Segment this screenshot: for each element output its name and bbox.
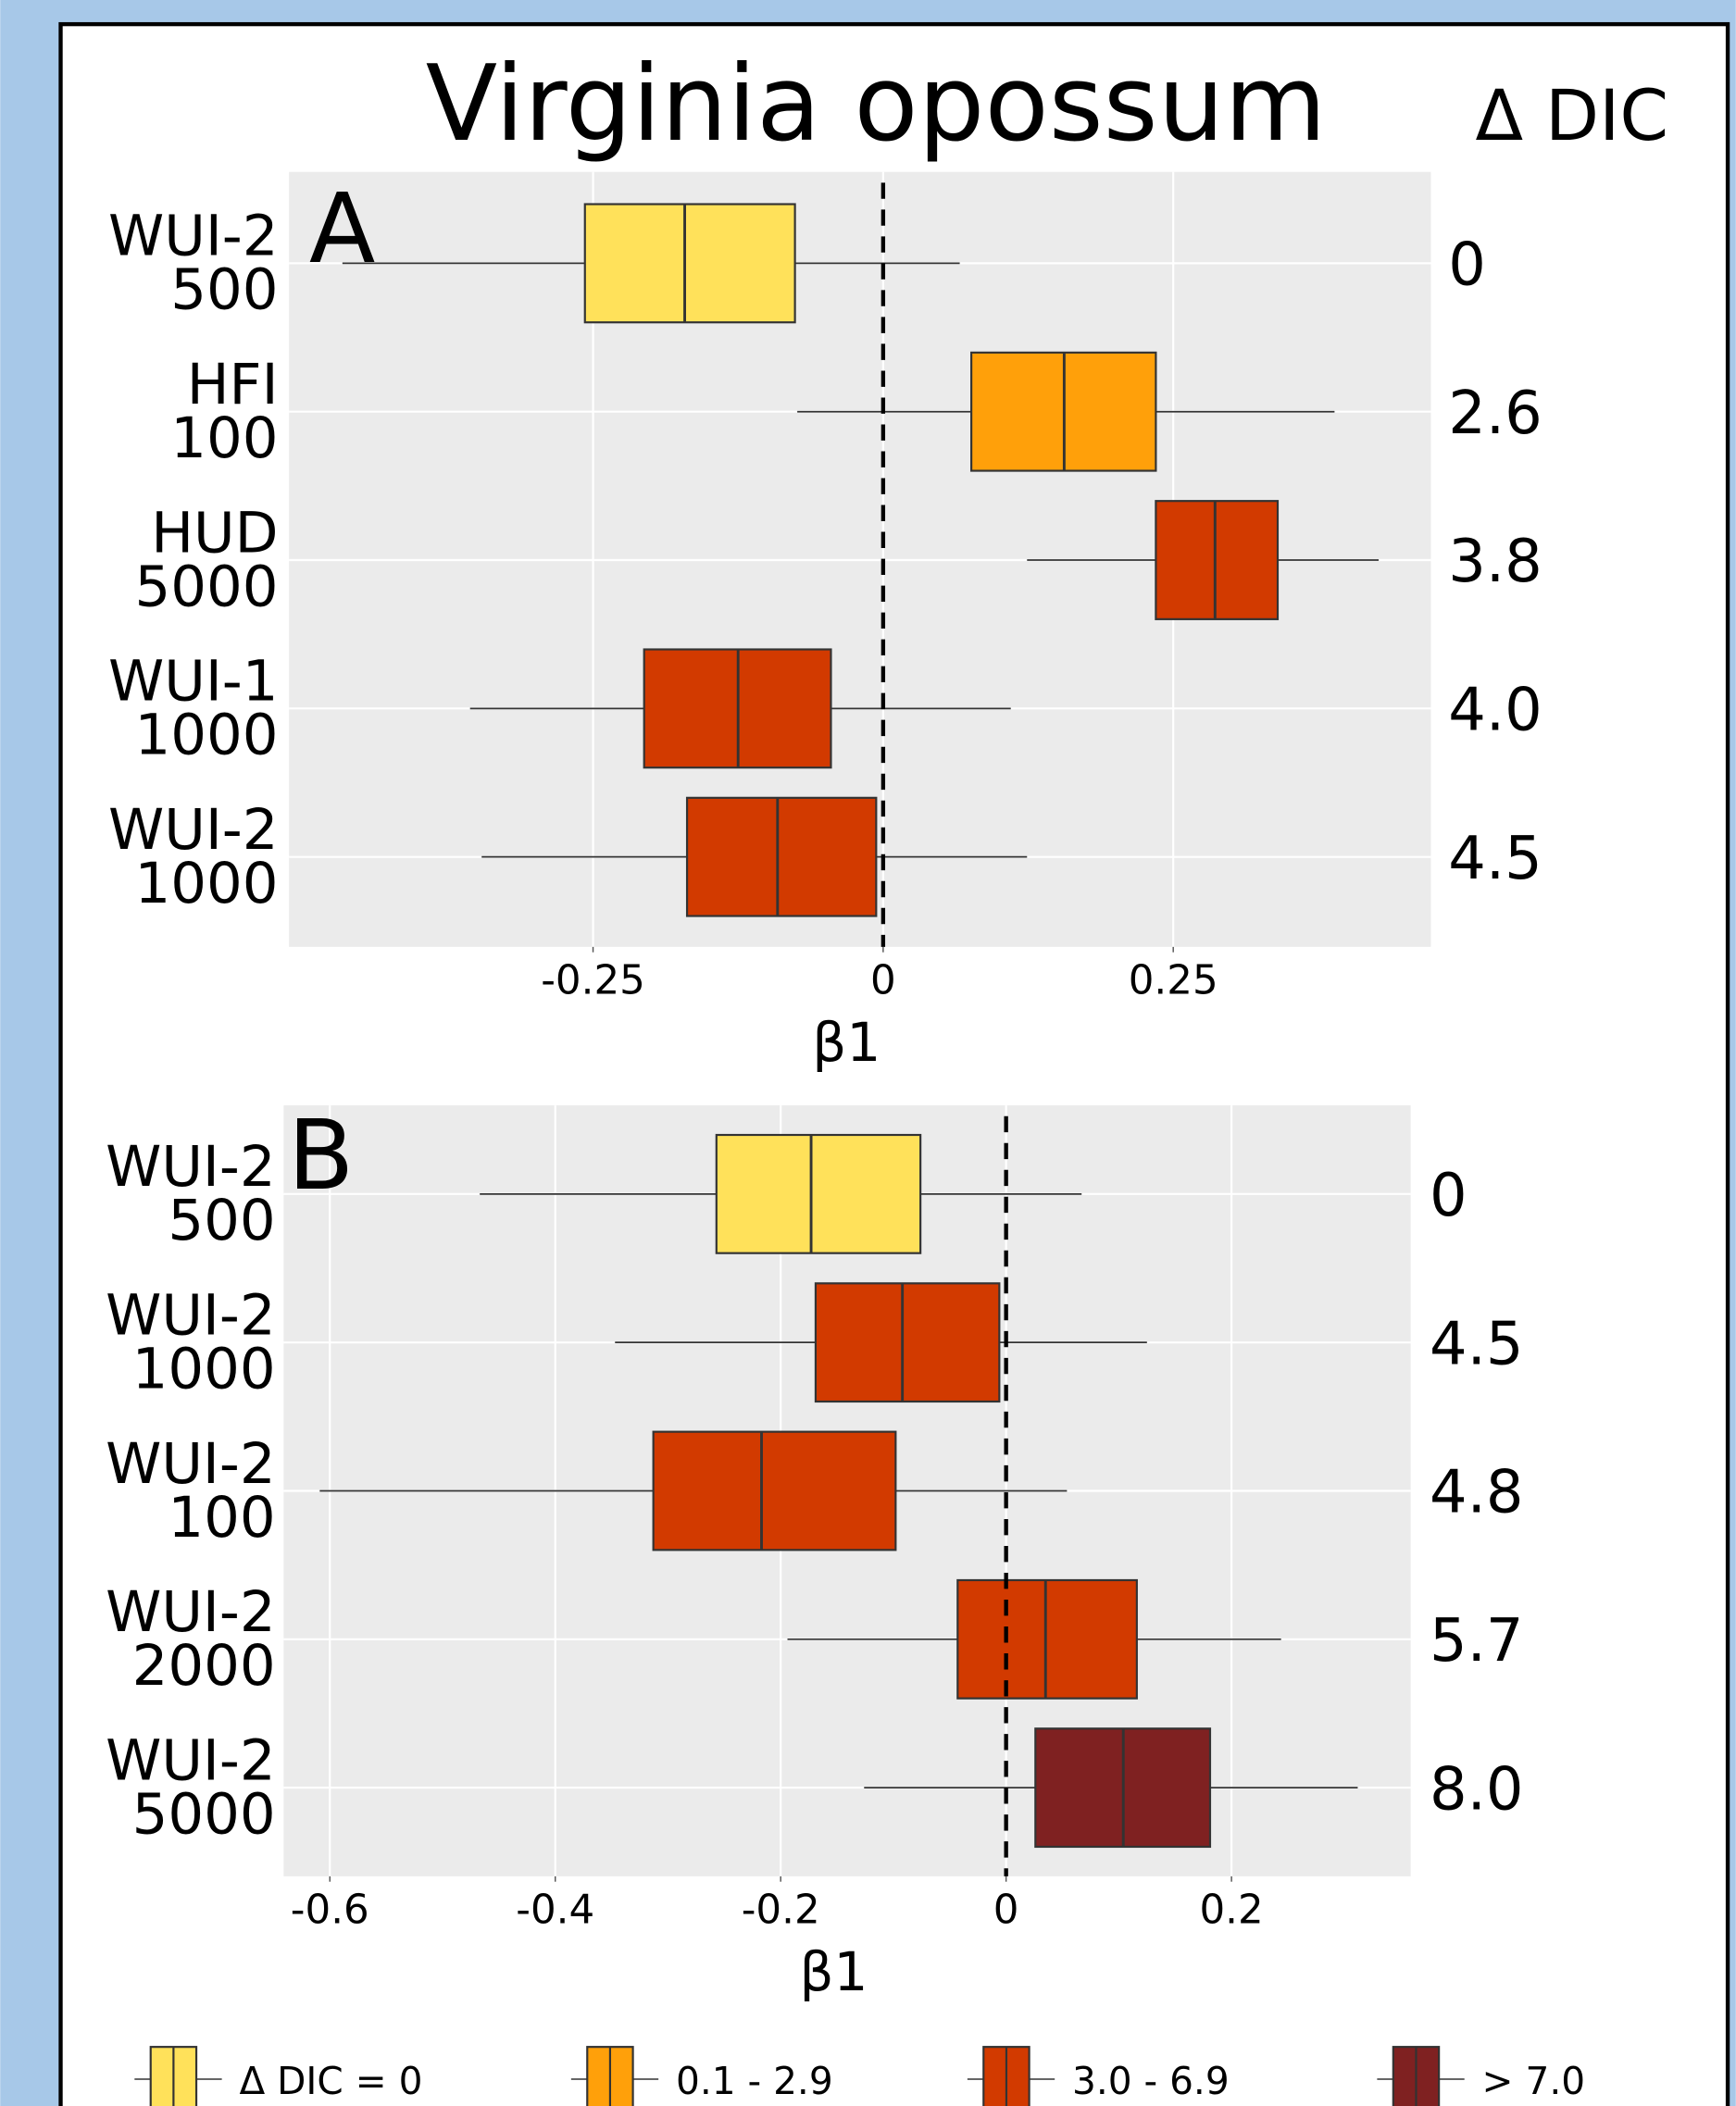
legend-label: > 7.0: [1482, 2059, 1586, 2103]
dic-label: 4.8: [1430, 1459, 1524, 1527]
box: [687, 798, 876, 916]
dic-label: 2.6: [1448, 380, 1542, 448]
x-axis-label: β1: [812, 1011, 880, 1074]
box: [1155, 501, 1278, 619]
dic-label: 0: [1430, 1162, 1467, 1230]
category-buffer: 2000: [132, 1633, 276, 1699]
box: [957, 1580, 1137, 1699]
x-tick-label: -0.2: [742, 1888, 820, 1934]
category-buffer: 100: [168, 1485, 275, 1551]
legend-label: 0.1 - 2.9: [676, 2059, 833, 2103]
panel-letter: B: [288, 1099, 355, 1212]
legend-label: 3.0 - 6.9: [1072, 2059, 1230, 2103]
box: [654, 1432, 896, 1551]
dic-label: 4.5: [1430, 1310, 1524, 1378]
category-buffer: 500: [170, 257, 278, 323]
dic-label: 0: [1448, 231, 1486, 300]
category-buffer: 1000: [135, 703, 279, 768]
category-buffer: 1000: [135, 851, 279, 916]
dic-label: 4.5: [1448, 825, 1542, 893]
x-axis-label: β1: [800, 1940, 868, 2003]
box: [816, 1283, 999, 1402]
figure-title: Virginia opossum: [426, 43, 1327, 165]
x-tick-label: 0.25: [1129, 958, 1218, 1004]
x-tick-label: 0: [870, 958, 896, 1004]
legend-label: Δ DIC = 0: [239, 2059, 422, 2103]
category-buffer: 5000: [132, 1781, 276, 1847]
category-buffer: 500: [168, 1188, 275, 1253]
x-tick-label: 0: [993, 1888, 1019, 1934]
x-tick-label: -0.6: [291, 1888, 369, 1934]
category-buffer: 100: [170, 405, 278, 471]
figure: Virginia opossum Δ DIC -0.25 0 0.25 A WUI-25…: [0, 0, 1736, 2106]
panel-letter: A: [309, 172, 375, 285]
page: Virginia opossum Δ DIC -0.25 0 0.25 A WUI-25…: [0, 0, 1736, 2106]
category-buffer: 1000: [132, 1336, 276, 1402]
dic-label: 8.0: [1430, 1755, 1524, 1824]
dic-label: 3.8: [1448, 528, 1542, 596]
dic-label: 4.0: [1448, 677, 1542, 745]
category-buffer: 5000: [135, 554, 279, 619]
dic-header: Δ DIC: [1475, 75, 1668, 156]
dic-label: 5.7: [1430, 1607, 1524, 1676]
box: [717, 1135, 920, 1253]
x-tick-label: 0.2: [1200, 1888, 1264, 1934]
x-tick-label: -0.4: [516, 1888, 594, 1934]
x-tick-label: -0.25: [541, 958, 645, 1004]
box: [585, 205, 795, 323]
